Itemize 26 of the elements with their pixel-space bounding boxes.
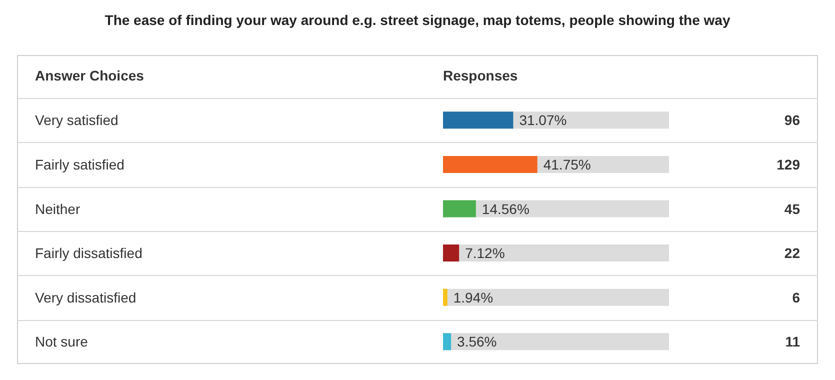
data-label: 1.94% xyxy=(453,289,494,306)
text: 6 xyxy=(792,289,800,306)
data-label: 41.75% xyxy=(543,156,591,172)
bar xyxy=(443,288,448,306)
x-axis-title: Responses xyxy=(443,68,518,84)
bar xyxy=(443,244,460,262)
data-label: 14.56% xyxy=(482,200,530,217)
y-tick-label: Fairly dissatisfied xyxy=(35,245,142,262)
y-axis-title: Answer Choices xyxy=(35,68,144,84)
text: 45 xyxy=(784,200,800,217)
text: 96 xyxy=(784,112,800,128)
data-label: 7.12% xyxy=(465,245,505,262)
y-tick-label: Not sure xyxy=(35,334,88,350)
bar xyxy=(443,200,476,218)
bar xyxy=(443,333,452,350)
y-tick-label: Neither xyxy=(35,200,80,217)
text: 22 xyxy=(784,245,800,262)
bar xyxy=(443,112,514,129)
data-label: 3.56% xyxy=(457,334,497,350)
data-label: 31.07% xyxy=(519,112,567,128)
chart-title: The ease of finding your way around e.g. street signage, map totems, people showing the way xyxy=(104,12,730,28)
text: 11 xyxy=(785,334,800,350)
y-tick-label: Fairly satisfied xyxy=(35,156,124,172)
text: 129 xyxy=(776,156,800,172)
y-tick-label: Very satisfied xyxy=(35,112,118,128)
y-tick-label: Very dissatisfied xyxy=(35,289,136,306)
